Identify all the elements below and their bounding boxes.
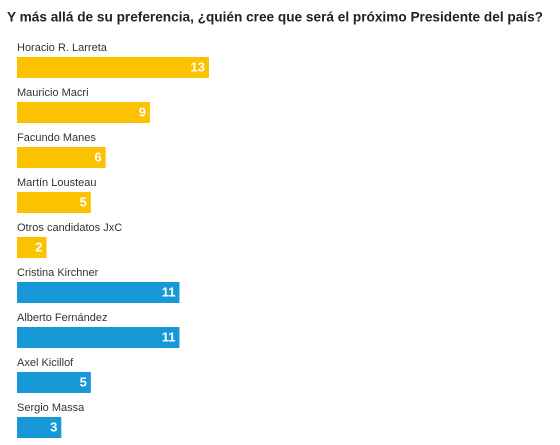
value-label: 13 (191, 59, 205, 74)
value-label: 6 (94, 149, 101, 164)
bar (17, 57, 209, 78)
value-label: 5 (80, 374, 87, 389)
category-label: Alberto Fernández (17, 312, 108, 324)
value-label: 9 (139, 104, 146, 119)
value-label: 11 (162, 284, 176, 299)
category-label: Otros candidatos JxC (17, 222, 122, 234)
category-label: Axel Kicillof (17, 357, 74, 369)
bar (17, 417, 62, 438)
value-label: 11 (162, 329, 176, 344)
category-label: Cristina Kirchner (17, 267, 99, 279)
bar (17, 372, 91, 393)
bar (17, 192, 91, 213)
value-label: 5 (80, 194, 87, 209)
bar (17, 147, 106, 168)
bar (17, 102, 150, 123)
category-label: Sergio Massa (17, 402, 85, 414)
category-label: Martín Lousteau (17, 177, 97, 189)
bar (17, 237, 47, 258)
value-label: 2 (35, 239, 42, 254)
value-label: 3 (50, 419, 57, 434)
category-label: Horacio R. Larreta (17, 42, 108, 54)
bar (17, 327, 180, 348)
category-label: Mauricio Macri (17, 87, 89, 99)
category-label: Facundo Manes (17, 132, 96, 144)
chart-title: Y más allá de su preferencia, ¿quién cre… (7, 9, 543, 25)
bar (17, 282, 180, 303)
